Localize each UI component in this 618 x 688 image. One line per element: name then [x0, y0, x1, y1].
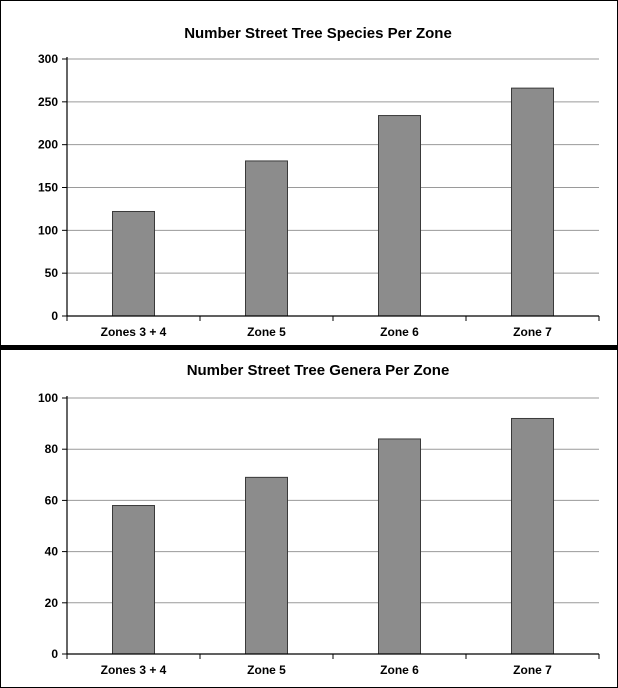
y-tick-label: 80	[45, 442, 59, 456]
bar	[112, 210, 155, 317]
y-tick-label: 20	[45, 596, 59, 610]
y-tick-label: 40	[45, 545, 59, 559]
x-category-label: Zone 5	[247, 325, 286, 339]
bar	[112, 505, 155, 655]
chart-title: Number Street Tree Species Per Zone	[184, 25, 452, 42]
bar	[511, 417, 554, 655]
genera-chart: Number Street Tree Genera Per Zone 0 20 40…	[38, 362, 600, 677]
x-category-label: Zone 7	[513, 325, 552, 339]
genera-chart-panel: Number Street Tree Genera Per Zone 0 20 40…	[1, 351, 617, 687]
x-category-label: Zone 6	[380, 325, 419, 339]
y-tick-label: 60	[45, 493, 59, 507]
bar	[378, 115, 421, 317]
y-tick-label: 0	[51, 309, 58, 323]
bar	[378, 438, 421, 655]
bar	[511, 87, 554, 317]
x-category-label: Zones 3 + 4	[101, 325, 167, 339]
y-tick-label: 0	[51, 647, 58, 661]
bar	[245, 160, 288, 317]
species-chart-panel: Number Street Tree Species Per Zone 0 50 1…	[1, 1, 617, 345]
x-category-label: Zones 3 + 4	[101, 663, 167, 677]
y-tick-label: 100	[38, 223, 58, 237]
x-category-label: Zone 5	[247, 663, 286, 677]
y-tick-label: 50	[45, 266, 59, 280]
x-category-label: Zone 6	[380, 663, 419, 677]
y-tick-label: 100	[38, 391, 58, 405]
bar	[245, 476, 288, 655]
y-tick-label: 200	[38, 138, 58, 152]
x-category-label: Zone 7	[513, 663, 552, 677]
y-tick-label: 300	[38, 52, 58, 66]
y-tick-label: 250	[38, 95, 58, 109]
species-chart: Number Street Tree Species Per Zone 0 50 1…	[38, 25, 600, 339]
y-tick-label: 150	[38, 181, 58, 195]
chart-divider	[1, 345, 617, 350]
chart-title: Number Street Tree Genera Per Zone	[187, 362, 450, 379]
